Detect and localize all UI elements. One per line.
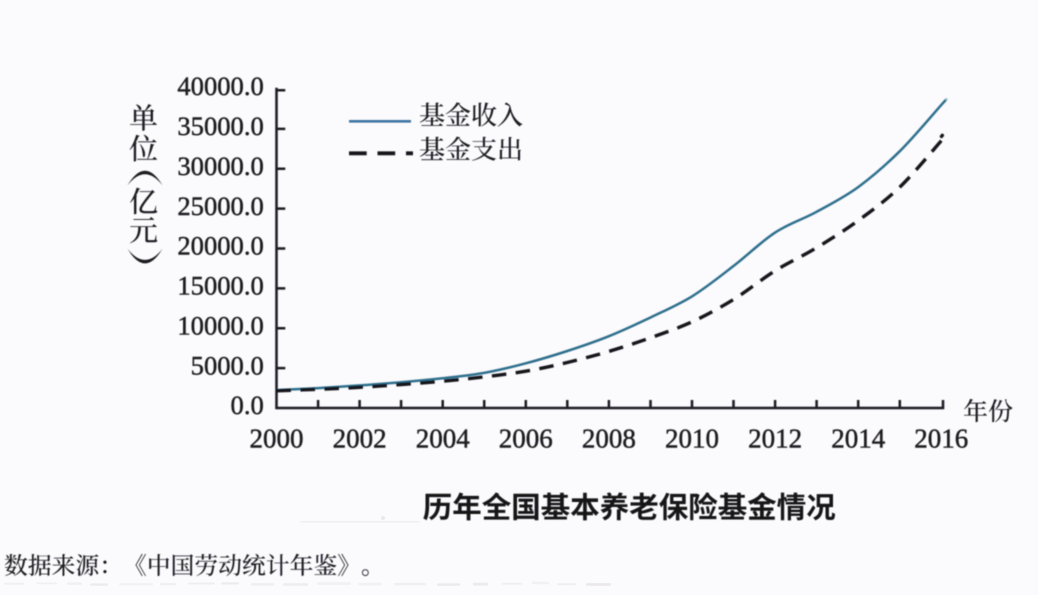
svg-text:2008: 2008 [582, 424, 636, 454]
svg-text:2000: 2000 [250, 424, 304, 454]
svg-text:2014: 2014 [831, 424, 886, 454]
svg-text:30000.0: 30000.0 [177, 151, 263, 181]
svg-text:20000.0: 20000.0 [177, 231, 263, 261]
svg-text:10000.0: 10000.0 [177, 310, 263, 340]
svg-text:15000.0: 15000.0 [177, 271, 263, 301]
svg-text:40000.0: 40000.0 [177, 71, 263, 101]
svg-text:5000.0: 5000.0 [191, 350, 264, 380]
svg-text:2002: 2002 [333, 424, 387, 454]
svg-text:2016: 2016 [914, 424, 968, 454]
svg-text:35000.0: 35000.0 [177, 111, 263, 141]
svg-text:2010: 2010 [665, 424, 719, 454]
svg-text:2006: 2006 [499, 424, 553, 454]
svg-text:25000.0: 25000.0 [177, 191, 263, 221]
svg-text:0.0: 0.0 [231, 390, 264, 420]
svg-text:2012: 2012 [748, 424, 802, 454]
svg-text:2004: 2004 [416, 424, 471, 454]
